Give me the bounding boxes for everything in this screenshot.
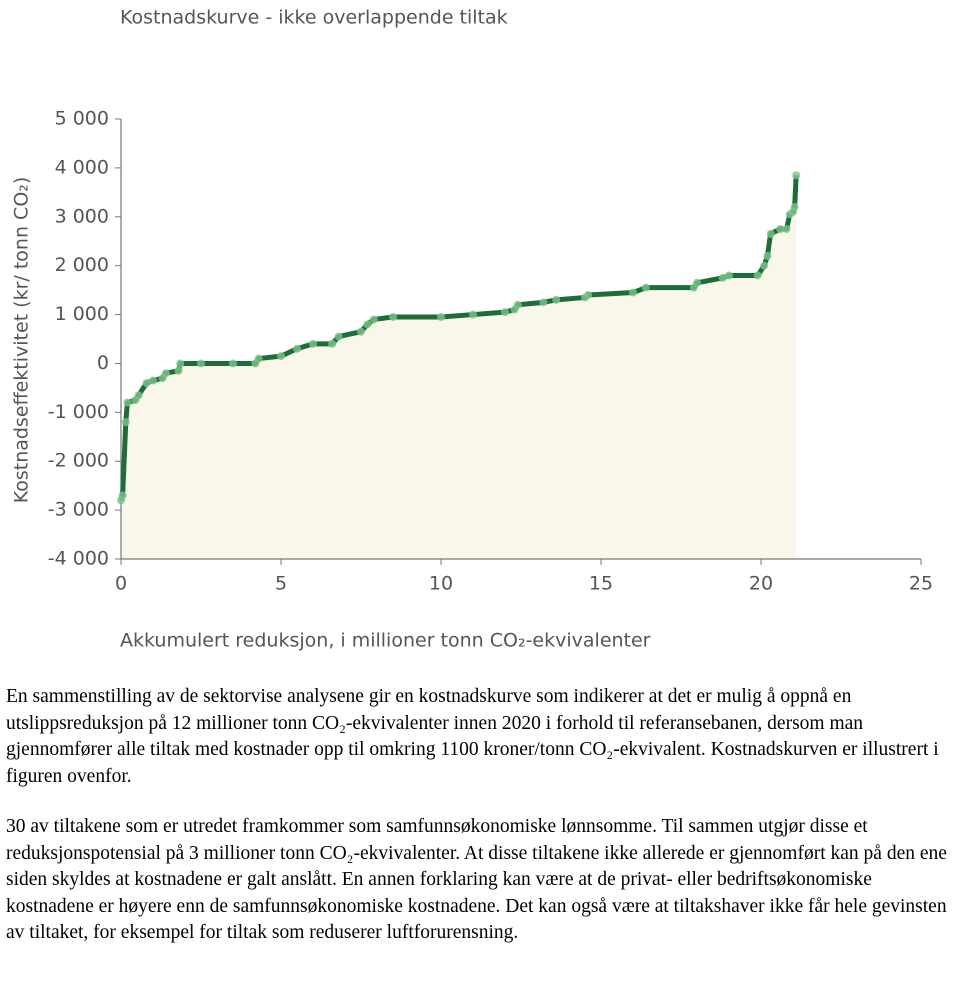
document-text: En sammenstilling av de sektorvise analy… [6,684,958,971]
marker [776,225,785,233]
marker [334,332,343,341]
marker [229,359,237,368]
x-tick-label: 15 [589,573,613,595]
marker [763,251,772,260]
y-tick-label: 2 000 [55,254,109,276]
y-tick-label: 1 000 [55,303,109,325]
marker [174,366,183,375]
marker [753,271,762,280]
marker [693,278,701,287]
marker [123,398,132,407]
area [121,175,797,559]
paragraph: En sammenstilling av de sektorvise analy… [6,686,939,787]
y-tick-label: -4 000 [48,548,109,570]
marker [357,327,365,336]
paragraph: 30 av tiltakene som er utredet framkomme… [6,816,947,943]
marker [501,308,509,317]
marker [369,315,378,324]
marker [197,359,205,368]
marker [134,391,143,400]
marker [641,283,650,292]
marker [389,313,397,321]
marker [176,359,185,368]
marker [309,339,317,348]
marker [782,225,791,233]
marker [149,376,157,385]
marker [121,418,130,427]
marker [277,352,285,361]
x-tick-label: 5 [275,573,287,595]
y-tick-label: 0 [97,352,109,374]
marker [718,273,727,282]
chart: Kostnadskurve - ikke overlappende tiltak… [11,7,934,652]
marker [584,291,593,299]
y-tick-label: 3 000 [55,205,109,227]
marker [118,491,127,500]
marker [437,313,445,321]
y-axis-label: Kostnadseffektivitet (kr/ tonn CO₂) [11,177,33,504]
x-tick-label: 0 [115,573,127,595]
marker [513,300,522,309]
x-tick-label: 10 [429,573,453,595]
marker [790,203,799,211]
marker [142,379,151,387]
marker [629,288,637,297]
marker [792,171,801,180]
y-tick-label: -1 000 [48,401,109,423]
marker [254,354,263,363]
x-tick-label: 25 [909,573,933,595]
marker [469,310,477,319]
marker [760,261,769,270]
marker [328,339,337,348]
marker [539,298,548,307]
y-tick-label: -3 000 [48,499,109,521]
y-tick-label: 5 000 [55,108,109,130]
x-tick-label: 20 [749,573,773,595]
y-tick-label: -2 000 [48,450,109,472]
marker [293,344,301,353]
chart-title: Kostnadskurve - ikke overlappende tiltak [120,7,508,29]
marker [363,320,372,329]
x-axis-label: Akkumulert reduksjon, i millioner tonn C… [120,630,651,652]
marker [766,229,775,238]
marker [725,271,733,280]
y-tick-label: 4 000 [55,156,109,178]
marker [161,369,170,378]
marker [552,295,561,304]
